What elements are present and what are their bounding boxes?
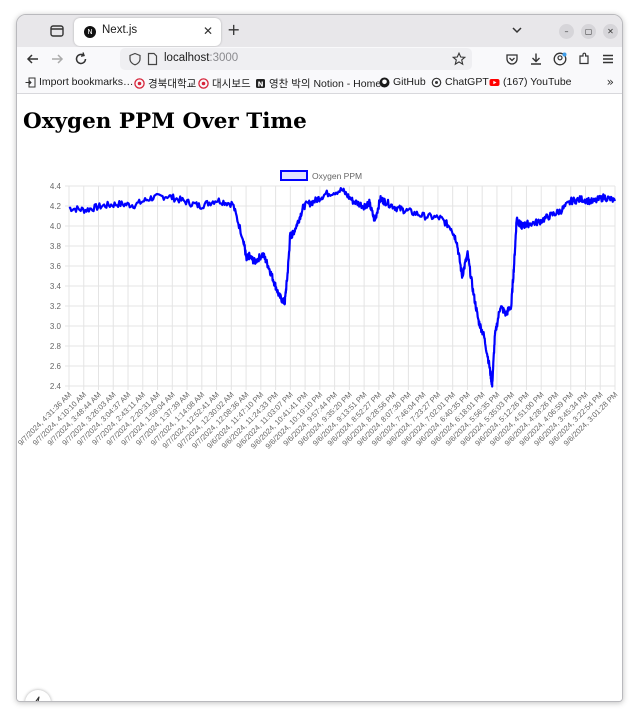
- notion-icon: N: [256, 79, 265, 88]
- bookmarks-overflow-icon[interactable]: »: [606, 75, 614, 89]
- y-tick-label: 4.4: [50, 182, 62, 191]
- lightning-icon: [35, 696, 40, 701]
- x-axis: 9/7/2024, 4:31:36 AM9/7/2024, 4:10:10 AM…: [17, 390, 619, 451]
- close-window-button[interactable]: ✕: [603, 24, 618, 39]
- import-icon: [25, 77, 36, 87]
- tab-active[interactable]: N Next.js ✕: [74, 18, 221, 46]
- chatgpt-icon: [431, 77, 442, 87]
- bookmark-label: 대시보드: [212, 78, 251, 90]
- github-icon: [379, 77, 390, 87]
- bookmark-dashboard[interactable]: 대시보드: [198, 76, 251, 91]
- account-icon[interactable]: [552, 51, 568, 67]
- nextjs-dev-tools-button[interactable]: [25, 690, 51, 701]
- browser-window: N Next.js ✕ + – ▢ ✕: [16, 14, 623, 702]
- nextjs-icon: N: [84, 26, 96, 38]
- back-icon[interactable]: [25, 51, 41, 67]
- bookmark-chatgpt[interactable]: ChatGPT: [431, 76, 489, 88]
- reload-icon[interactable]: [73, 51, 89, 67]
- bookmark-knu[interactable]: 경북대학교: [134, 76, 196, 91]
- minimize-button[interactable]: –: [559, 24, 574, 39]
- bookmark-youtube[interactable]: (167) YouTube: [489, 76, 572, 88]
- legend-swatch: [280, 170, 308, 181]
- tab-list-icon[interactable]: [48, 22, 66, 40]
- bookmark-label: Import bookmarks…: [39, 76, 134, 88]
- shield-icon[interactable]: [128, 52, 142, 66]
- series-line-oxygen-ppm: [68, 187, 617, 388]
- extensions-icon[interactable]: [576, 51, 592, 67]
- forward-icon[interactable]: [49, 51, 65, 67]
- y-tick-label: 3.0: [50, 322, 62, 331]
- y-tick-label: 4.0: [50, 222, 62, 231]
- y-tick-label: 4.2: [50, 202, 62, 211]
- y-tick-label: 2.8: [50, 342, 62, 351]
- chevron-down-icon[interactable]: [510, 23, 524, 37]
- legend-label: Oxygen PPM: [312, 171, 362, 181]
- bookmark-label: GitHub: [393, 76, 426, 88]
- bookmark-import[interactable]: Import bookmarks…: [25, 76, 134, 88]
- y-tick-label: 3.6: [50, 262, 62, 271]
- bookmarks-toolbar: Import bookmarks… 경북대학교 대시보드 N 영찬 박의 Not…: [17, 72, 622, 94]
- menu-icon[interactable]: [600, 51, 616, 67]
- download-icon[interactable]: [528, 51, 544, 67]
- chart-series: [68, 187, 617, 388]
- chart-grid: [65, 185, 616, 390]
- y-tick-label: 2.6: [50, 362, 62, 371]
- page-content: Oxygen PPM Over Time 4.4 4.2 4.0 3.8 3.6 3.4 3…: [17, 95, 622, 701]
- y-tick-label: 2.4: [50, 382, 62, 391]
- page-title: Oxygen PPM Over Time: [23, 109, 307, 134]
- tab-bar: N Next.js ✕ + – ▢ ✕: [17, 15, 622, 47]
- chart-legend[interactable]: Oxygen PPM: [280, 170, 362, 181]
- star-icon[interactable]: [452, 52, 466, 66]
- y-tick-label: 3.8: [50, 242, 62, 251]
- y-tick-label: 3.2: [50, 302, 62, 311]
- y-tick-label: 3.4: [50, 282, 62, 291]
- maximize-button[interactable]: ▢: [581, 24, 596, 39]
- youtube-icon: [489, 78, 500, 86]
- svg-text:N: N: [258, 80, 264, 88]
- page-icon[interactable]: [146, 52, 159, 66]
- bookmark-github[interactable]: GitHub: [379, 76, 426, 88]
- tab-title: Next.js: [102, 24, 138, 36]
- knu-icon: [198, 78, 209, 89]
- url-bar[interactable]: localhost:3000: [120, 48, 472, 70]
- knu-icon: [134, 78, 145, 89]
- navigation-bar: localhost:3000: [17, 47, 622, 72]
- bookmark-label: 영찬 박의 Notion - Home: [269, 78, 382, 90]
- pocket-icon[interactable]: [504, 51, 520, 67]
- y-axis: 4.4 4.2 4.0 3.8 3.6 3.4 3.2 3.0 2.8 2.6 2.4: [50, 182, 62, 391]
- bookmark-label: ChatGPT: [445, 76, 489, 88]
- bookmark-notion[interactable]: N 영찬 박의 Notion - Home: [255, 76, 381, 91]
- bookmark-label: (167) YouTube: [503, 76, 572, 88]
- new-tab-button[interactable]: +: [227, 20, 241, 39]
- bookmark-label: 경북대학교: [148, 78, 197, 90]
- url-text: localhost:3000: [164, 52, 239, 64]
- oxygen-chart: 4.4 4.2 4.0 3.8 3.6 3.4 3.2 3.0 2.8 2.6 2.4 9/7/20…: [17, 170, 619, 451]
- tab-close-icon[interactable]: ✕: [202, 24, 213, 38]
